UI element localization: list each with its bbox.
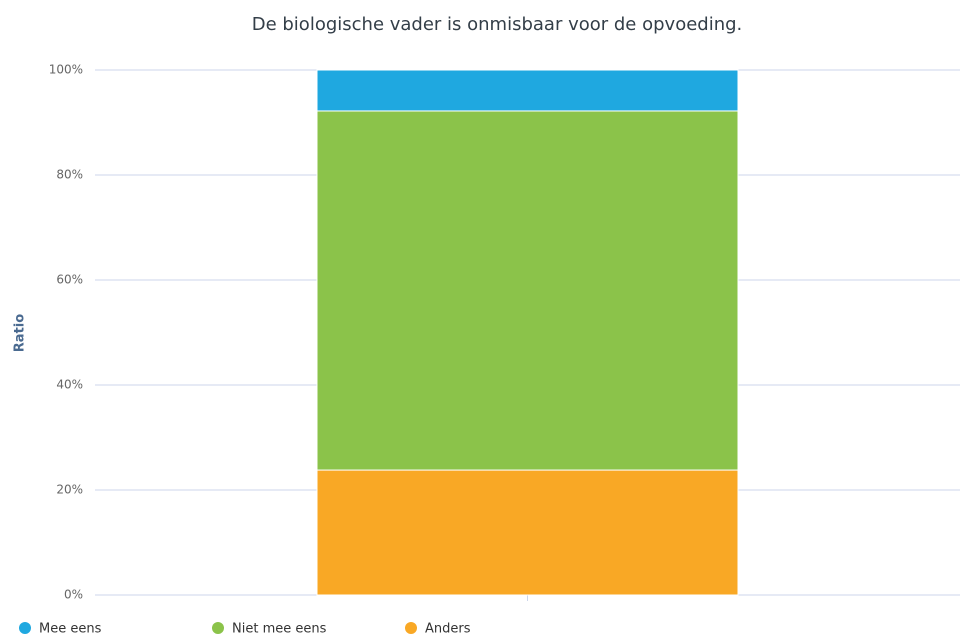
y-axis-title: Ratio bbox=[13, 314, 28, 352]
legend-label: Anders bbox=[425, 622, 471, 637]
legend-marker bbox=[405, 622, 417, 634]
bar-segment bbox=[316, 110, 739, 471]
y-tick-label: 80% bbox=[56, 168, 83, 182]
legend-label: Niet mee eens bbox=[232, 622, 327, 637]
y-tick-label: 0% bbox=[64, 588, 83, 602]
y-tick-label: 60% bbox=[56, 273, 83, 287]
y-tick-label: 100% bbox=[49, 63, 83, 77]
legend-marker bbox=[19, 622, 31, 634]
y-tick-label: 20% bbox=[56, 483, 83, 497]
legend-marker bbox=[212, 622, 224, 634]
bar-segment bbox=[316, 469, 739, 596]
y-tick-label: 40% bbox=[56, 378, 83, 392]
legend-label: Mee eens bbox=[39, 622, 102, 637]
chart-title: De biologische vader is onmisbaar voor d… bbox=[252, 14, 743, 35]
bar-segment bbox=[316, 69, 739, 112]
